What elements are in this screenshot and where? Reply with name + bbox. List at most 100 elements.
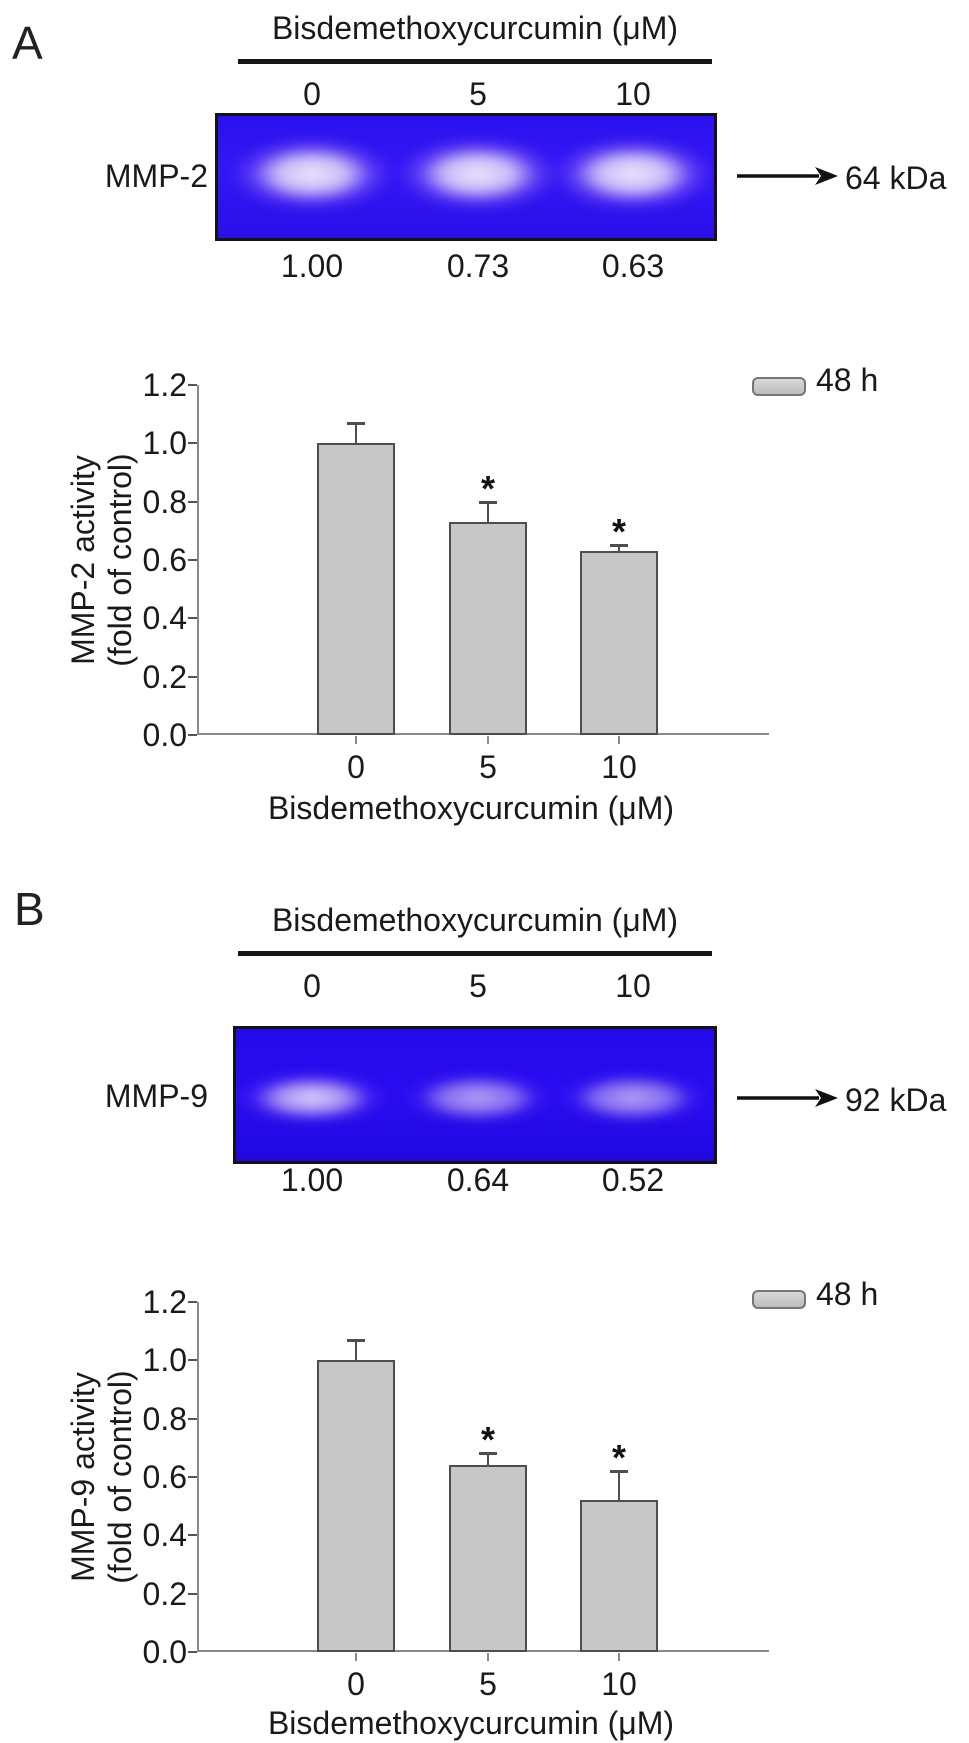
bar (317, 443, 395, 735)
y-axis-tick (188, 1417, 197, 1420)
y-axis-tick-label: 0.0 (142, 1634, 187, 1670)
error-bar (487, 1453, 489, 1465)
bar-chart-mmp9: 0.0 0.2 0.4 0.6 0.8 1.0 1.2 0 * 5 * 10 (143, 1284, 769, 1702)
significance-asterisk: * (611, 1437, 626, 1478)
error-bar-cap (610, 544, 628, 547)
gel-image (233, 1026, 717, 1164)
band-density-row: 1.00 0.73 0.63 (0, 248, 969, 288)
protein-label: MMP-9 (104, 1078, 208, 1114)
x-axis-tick-label: 10 (601, 1666, 637, 1702)
band-density-value: 0.63 (601, 248, 665, 284)
x-axis-tick-label: 10 (601, 749, 637, 785)
y-axis-tick-label: 0.6 (142, 542, 187, 578)
significance-asterisk: * (611, 511, 626, 552)
x-axis-label: Bisdemethoxycurcumin (μM) (267, 790, 675, 826)
error-bar-cap (347, 1339, 365, 1342)
lane-label: 0 (303, 968, 321, 1004)
y-axis-tick-label: 0.0 (142, 717, 187, 753)
legend-label: 48 h (816, 362, 879, 398)
gel-band (397, 137, 559, 211)
y-axis-line (197, 385, 199, 735)
lane-labels-row: 0 5 10 (0, 76, 969, 116)
y-axis-tick (188, 1534, 197, 1537)
y-axis-tick-label: 1.0 (142, 1342, 187, 1379)
gel-treatment-title: Bisdemethoxycurcumin (μM) (271, 902, 679, 938)
y-axis-line (197, 1302, 199, 1652)
y-axis-tick (188, 1476, 197, 1478)
band-density-value: 0.64 (446, 1162, 510, 1198)
y-axis-tick (188, 1301, 197, 1303)
y-axis-tick-label: 0.2 (142, 1575, 187, 1612)
legend-swatch (752, 377, 806, 396)
band-density-value: 0.73 (446, 248, 510, 284)
significance-asterisk: * (480, 1419, 495, 1460)
y-axis-tick (188, 1592, 197, 1595)
error-bar (355, 423, 357, 443)
gel-band (558, 1071, 708, 1125)
y-axis-tick (188, 1651, 197, 1653)
bar (580, 1500, 658, 1652)
molecular-weight-label: 92 kDa (845, 1082, 947, 1118)
error-bar (618, 1471, 620, 1500)
y-axis-tick (188, 500, 197, 503)
x-axis-tick-label: 5 (479, 749, 497, 785)
y-axis-tick-label: 0.8 (142, 1400, 187, 1437)
y-axis-tick (188, 675, 197, 678)
x-axis-tick (355, 1653, 357, 1661)
x-axis-tick (618, 736, 620, 744)
bar (449, 522, 527, 735)
x-axis-label: Bisdemethoxycurcumin (μM) (267, 1705, 675, 1741)
lane-label: 5 (469, 968, 487, 1004)
y-axis-tick (188, 384, 197, 386)
y-axis-tick (188, 442, 197, 445)
x-axis-tick-label: 5 (479, 1666, 497, 1702)
gel-underline (238, 59, 712, 64)
y-axis-tick (188, 1359, 197, 1362)
gel-image (215, 113, 717, 241)
lane-label: 10 (615, 968, 651, 1004)
error-bar-cap (610, 1470, 628, 1473)
significance-asterisk: * (480, 468, 495, 509)
x-axis-tick (487, 736, 489, 744)
y-axis-tick-label: 1.2 (142, 1284, 187, 1320)
x-axis-tick-label: 0 (347, 749, 365, 785)
lane-label: 0 (303, 76, 321, 112)
band-density-value: 1.00 (280, 1162, 344, 1198)
band-density-row: 1.00 0.64 0.52 (0, 1162, 969, 1202)
x-axis-tick-label: 0 (347, 1666, 365, 1702)
y-axis-tick (188, 559, 197, 561)
bar (580, 551, 658, 735)
y-axis-tick (188, 734, 197, 736)
y-axis-tick-label: 0.4 (142, 600, 187, 637)
error-bar (355, 1340, 357, 1360)
band-density-value: 1.00 (280, 248, 344, 284)
panel-a-label: A (12, 17, 43, 69)
protein-label: MMP-2 (104, 158, 208, 194)
x-axis-tick (618, 1653, 620, 1661)
error-bar-cap (479, 1452, 497, 1455)
arrow-right-icon (737, 167, 838, 185)
gel-band (237, 1071, 387, 1125)
y-axis-tick-label: 1.2 (142, 367, 187, 403)
bar (317, 1360, 395, 1652)
bar-chart-mmp2: 0.0 0.2 0.4 0.6 0.8 1.0 1.2 0 * 5 * 10 (143, 367, 769, 785)
gel-underline (238, 951, 712, 956)
x-axis-tick (487, 1653, 489, 1661)
lane-label: 10 (615, 76, 651, 112)
error-bar (487, 502, 489, 522)
y-axis-label-line1: MMP-9 activity (65, 1372, 101, 1582)
molecular-weight-label: 64 kDa (845, 160, 947, 196)
lane-labels-row: 0 5 10 (0, 968, 969, 1008)
lane-label: 5 (469, 76, 487, 112)
legend-label: 48 h (816, 1276, 879, 1312)
error-bar-cap (347, 422, 365, 425)
y-axis-label-line1: MMP-2 activity (65, 455, 101, 665)
error-bar (618, 545, 620, 551)
y-axis-tick-label: 0.8 (142, 483, 187, 520)
y-axis-tick-label: 0.4 (142, 1517, 187, 1554)
error-bar-cap (479, 501, 497, 504)
arrow-right-icon (737, 1089, 838, 1107)
x-axis-tick (355, 736, 357, 744)
y-axis-tick-label: 1.0 (142, 425, 187, 462)
